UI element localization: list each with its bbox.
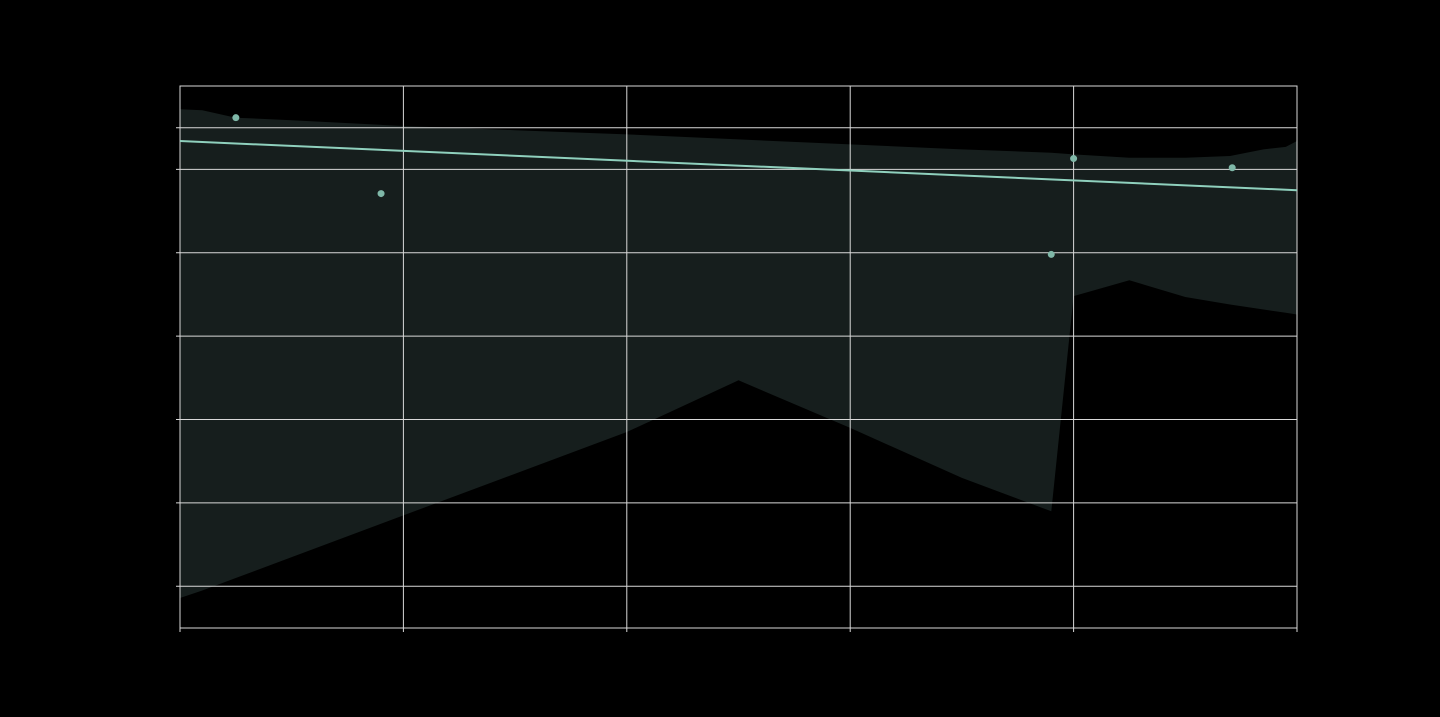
data-point [377,190,385,198]
data-point [1228,164,1236,172]
regression-line [179,140,1298,192]
plot-frame [179,85,1298,629]
grid-layer [176,85,1298,632]
data-point [1070,155,1078,163]
data-points-layer [232,114,1236,258]
regression-line-layer [179,140,1298,192]
confidence-band [180,109,1297,599]
confidence-band-layer [180,109,1297,599]
data-point [1047,250,1055,258]
data-point [232,114,240,122]
